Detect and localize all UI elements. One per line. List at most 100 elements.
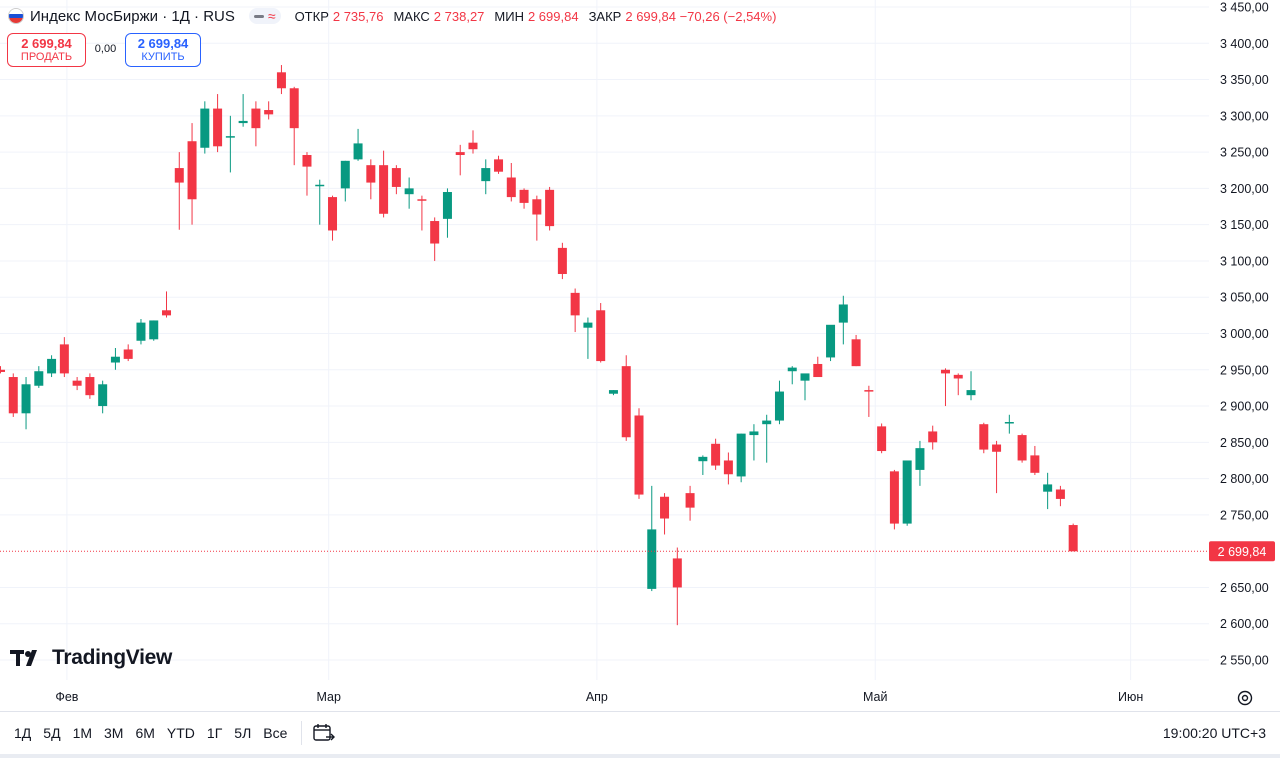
candle-body	[608, 390, 618, 394]
time-tick-label: Июн	[1118, 690, 1143, 704]
candle-body	[762, 420, 772, 425]
candle-body	[328, 197, 338, 231]
toolbar-divider	[301, 721, 303, 745]
price-tick-label: 2 750,00	[1220, 508, 1269, 522]
candle	[162, 291, 172, 318]
candle-body	[723, 460, 733, 475]
candle	[634, 408, 644, 499]
candle-body	[162, 310, 172, 316]
candle-body	[225, 136, 235, 138]
candle-body	[59, 344, 69, 374]
symbol-title[interactable]: Индекс МосБиржи · 1Д · RUS	[30, 7, 235, 25]
candle	[468, 130, 478, 154]
range-button[interactable]: 1Д	[14, 725, 32, 741]
clock-timezone[interactable]: 19:00:20 UTC+3	[1162, 725, 1266, 741]
candle-body	[940, 369, 950, 374]
candle	[8, 373, 18, 417]
candle	[353, 128, 363, 161]
candle	[225, 115, 235, 173]
candle	[723, 452, 733, 485]
grid-lines	[0, 0, 1209, 680]
candle	[136, 318, 146, 345]
price-tick-label: 2 900,00	[1220, 400, 1269, 414]
date-range-calendar-icon[interactable]	[312, 722, 336, 744]
range-button[interactable]: 5Д	[43, 725, 61, 741]
candle-body	[251, 108, 261, 129]
candle	[430, 217, 440, 261]
minus-icon	[253, 14, 264, 18]
range-button[interactable]: 5Л	[234, 725, 252, 741]
candle	[59, 337, 69, 378]
time-tick-label: Фев	[55, 690, 78, 704]
candle	[264, 101, 274, 120]
range-button[interactable]: 1М	[72, 725, 93, 741]
candle	[877, 423, 887, 454]
candle-body	[340, 160, 350, 189]
candle-body	[787, 367, 797, 372]
price-tick-label: 3 200,00	[1220, 182, 1269, 196]
candle-body	[864, 390, 874, 392]
buy-button[interactable]: 2 699,84 КУПИТЬ	[125, 33, 201, 67]
indicator-toggle-chip[interactable]: ≈	[248, 8, 281, 24]
settings-gear-icon[interactable]	[1236, 689, 1254, 707]
price-tick-label: 2 950,00	[1220, 363, 1269, 377]
price-tick-label: 3 250,00	[1220, 146, 1269, 160]
candle	[289, 86, 299, 166]
range-button[interactable]: YTD	[166, 725, 195, 741]
candle	[851, 334, 861, 367]
candle	[302, 152, 312, 196]
candle-body	[532, 199, 542, 215]
range-button[interactable]: 3М	[104, 725, 124, 741]
candle-body	[992, 444, 1002, 452]
candle-body	[711, 443, 721, 466]
candle	[47, 355, 57, 378]
candle	[85, 373, 95, 399]
candle-body	[494, 159, 504, 172]
price-tick-label: 2 600,00	[1220, 617, 1269, 631]
price-tick-label: 3 450,00	[1220, 1, 1269, 15]
candle	[787, 366, 797, 385]
candle-body	[455, 152, 465, 156]
candle	[174, 152, 184, 230]
ohlc-values: ОТКР 2 735,76 МАКС 2 738,27 МИН 2 699,84…	[295, 9, 783, 24]
candle-body	[596, 310, 606, 362]
tradingview-logo[interactable]: TradingView	[10, 646, 172, 670]
candle	[570, 288, 580, 333]
candle	[596, 303, 606, 363]
last-price-badge	[1209, 541, 1275, 562]
candle-body	[238, 120, 248, 124]
range-button[interactable]: Все	[263, 725, 288, 741]
bottom-toolbar: 1Д 5Д 1М 3М 6М YTD 1Г 5Л Все 19:00:20 UTC+3	[0, 711, 1280, 754]
candle	[213, 94, 223, 153]
candle-body	[481, 168, 491, 182]
candle-body	[800, 373, 810, 381]
candle-body	[174, 168, 184, 183]
candle-body	[149, 320, 159, 340]
candle-body	[698, 456, 708, 462]
candle-body	[685, 493, 695, 508]
candlestick-chart[interactable]: 2 699,84 2 550,00 2 600,00 2 650,00 2 750,0…	[0, 0, 1280, 711]
sell-price: 2 699,84	[21, 36, 72, 51]
candle	[340, 160, 350, 202]
candle	[685, 485, 695, 521]
candle-body	[123, 349, 133, 359]
candle	[953, 373, 963, 396]
candle-body	[877, 426, 887, 452]
candle	[647, 485, 657, 592]
range-buttons: 1Д 5Д 1М 3М 6М YTD 1Г 5Л Все	[8, 725, 293, 741]
sell-button[interactable]: 2 699,84 ПРОДАТЬ	[7, 33, 86, 67]
candle	[902, 460, 912, 526]
candle	[545, 186, 555, 231]
candle	[494, 155, 504, 174]
price-axis: 2 550,00 2 600,00 2 650,00 2 750,00 2 800,00…	[1220, 1, 1269, 668]
candle-body	[736, 433, 746, 477]
range-button[interactable]: 6М	[135, 725, 155, 741]
candle-body	[902, 460, 912, 524]
candle-body	[1055, 489, 1065, 499]
last-price-line: 2 699,84	[0, 541, 1275, 562]
candle	[391, 165, 401, 195]
range-button[interactable]: 1Г	[206, 725, 223, 741]
candle-body	[417, 199, 427, 201]
candle	[98, 380, 108, 414]
last-price-label: 2 699,84	[1218, 545, 1267, 559]
